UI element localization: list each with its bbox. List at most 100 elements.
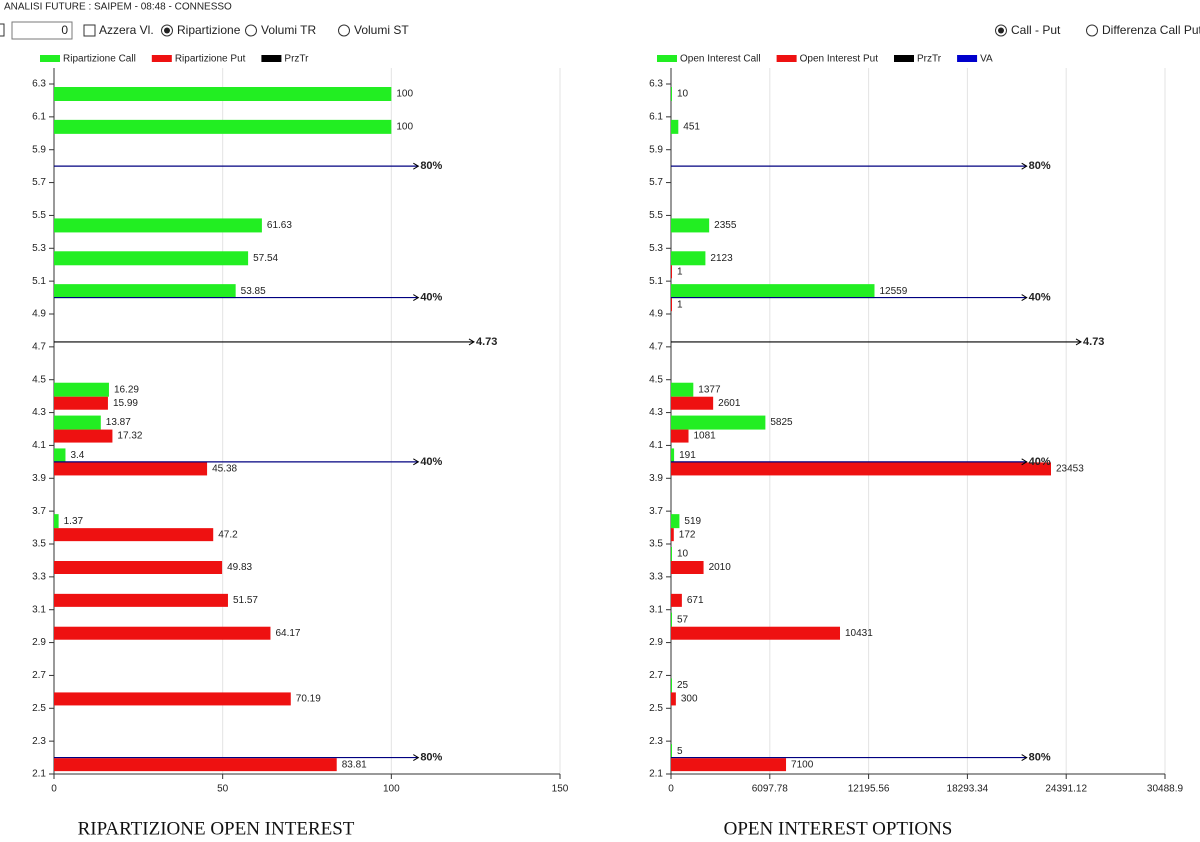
radio-label[interactable]: Volumi ST — [354, 23, 409, 37]
x-tick-label: 30488.9 — [1147, 784, 1184, 795]
bar-value-label: 172 — [679, 529, 696, 540]
y-tick-label: 4.5 — [32, 374, 46, 385]
y-tick-label: 3.5 — [32, 539, 46, 550]
bar-value-label: 61.63 — [267, 220, 292, 231]
level-label: 80% — [420, 160, 442, 172]
y-tick-label: 4.1 — [32, 440, 46, 451]
y-tick-label: 3.3 — [32, 571, 46, 582]
bar-value-label: 100 — [396, 89, 413, 100]
bar — [54, 429, 113, 443]
bar-value-label: 64.17 — [275, 628, 300, 639]
bar-value-label: 13.87 — [106, 417, 131, 428]
bar — [54, 462, 208, 476]
radio-label[interactable]: Ripartizione — [177, 23, 241, 37]
level-label: 4.73 — [476, 336, 497, 348]
radio[interactable] — [245, 24, 257, 37]
bar — [671, 758, 787, 772]
checkbox[interactable] — [83, 24, 96, 37]
bar-value-label: 16.29 — [114, 384, 139, 395]
legend-label: PrzTr — [917, 54, 942, 65]
bar — [671, 382, 694, 397]
level-arrow — [1021, 458, 1028, 466]
bar-value-label: 5825 — [770, 417, 793, 428]
y-tick-label: 3.7 — [32, 506, 46, 517]
bar — [671, 626, 841, 640]
checkbox-label[interactable]: Azzera Vl. — [99, 23, 154, 37]
bar-value-label: 10431 — [845, 628, 873, 639]
radio-label[interactable]: Volumi TR — [261, 23, 316, 37]
y-tick-label: 2.7 — [32, 670, 46, 681]
bar — [671, 448, 675, 463]
x-tick-label: 150 — [552, 784, 569, 795]
bar-value-label: 83.81 — [342, 759, 367, 770]
y-tick-label: 5.7 — [649, 177, 663, 188]
x-tick-label: 50 — [217, 784, 229, 795]
x-tick-label: 18293.34 — [947, 784, 989, 795]
y-tick-label: 5.5 — [649, 210, 663, 221]
bar — [54, 415, 101, 430]
y-tick-label: 3.9 — [32, 473, 46, 484]
y-tick-label: 2.5 — [32, 703, 46, 714]
bar — [671, 284, 875, 299]
legend-swatch — [261, 55, 282, 62]
y-tick-label: 4.3 — [649, 407, 663, 418]
window-title: ANALISI FUTURE : SAIPEM - 08:48 - CONNES… — [4, 2, 232, 13]
bar-value-label: 45.38 — [212, 464, 237, 475]
bar — [671, 119, 679, 134]
y-tick-label: 2.3 — [649, 736, 663, 747]
bar — [54, 396, 108, 410]
bar-value-label: 451 — [683, 121, 700, 132]
radio-label[interactable]: Call - Put — [1011, 23, 1061, 37]
level-arrow — [1021, 162, 1028, 170]
bar-value-label: 57 — [677, 614, 689, 625]
legend-label: VA — [980, 54, 993, 65]
y-tick-label: 2.1 — [649, 769, 663, 780]
bar — [54, 218, 262, 233]
radio[interactable] — [1086, 24, 1098, 37]
bar-value-label: 519 — [684, 516, 701, 527]
level-arrow — [413, 754, 420, 761]
bar-value-label: 12559 — [879, 286, 907, 297]
radio-label[interactable]: Differenza Call Put — [1102, 23, 1200, 37]
text-input[interactable] — [11, 21, 73, 40]
input-value[interactable]: 0 — [61, 23, 68, 37]
checkbox[interactable] — [0, 23, 5, 37]
bar-value-label: 57.54 — [253, 253, 278, 264]
bar — [54, 251, 249, 266]
legend-label: Open Interest Call — [680, 54, 761, 65]
bar — [671, 251, 706, 266]
y-tick-label: 5.7 — [32, 177, 46, 188]
level-arrow — [413, 162, 420, 170]
bar-value-label: 5 — [677, 746, 683, 757]
x-tick-label: 6097.78 — [752, 784, 789, 795]
y-tick-label: 6.3 — [32, 79, 46, 90]
bar-value-label: 191 — [679, 450, 696, 461]
bar-value-label: 17.32 — [117, 431, 142, 442]
bar — [671, 528, 674, 542]
bar-value-label: 1081 — [694, 431, 717, 442]
bar-value-label: 1 — [677, 266, 683, 277]
bar-value-label: 100 — [396, 121, 413, 132]
bar-value-label: 10 — [677, 549, 689, 560]
y-tick-label: 5.5 — [32, 210, 46, 221]
legend-swatch — [657, 55, 677, 62]
bar — [54, 448, 66, 463]
bar — [671, 561, 704, 574]
bar — [671, 415, 766, 430]
level-label: 40% — [1029, 456, 1051, 468]
radio[interactable] — [338, 24, 350, 37]
bar — [54, 561, 223, 574]
bar — [54, 593, 228, 607]
x-tick-label: 24391.12 — [1045, 784, 1087, 795]
level-label: 80% — [1029, 751, 1051, 763]
bar-value-label: 47.2 — [218, 529, 238, 540]
radio-dot[interactable] — [998, 27, 1004, 34]
bar — [54, 514, 59, 529]
bar-value-label: 53.85 — [241, 286, 266, 297]
legend-label: Ripartizione Call — [63, 54, 136, 65]
radio-dot[interactable] — [164, 27, 170, 34]
bar — [671, 396, 714, 410]
legend-swatch — [40, 55, 60, 62]
bar — [54, 382, 109, 397]
y-tick-label: 4.7 — [32, 341, 46, 352]
